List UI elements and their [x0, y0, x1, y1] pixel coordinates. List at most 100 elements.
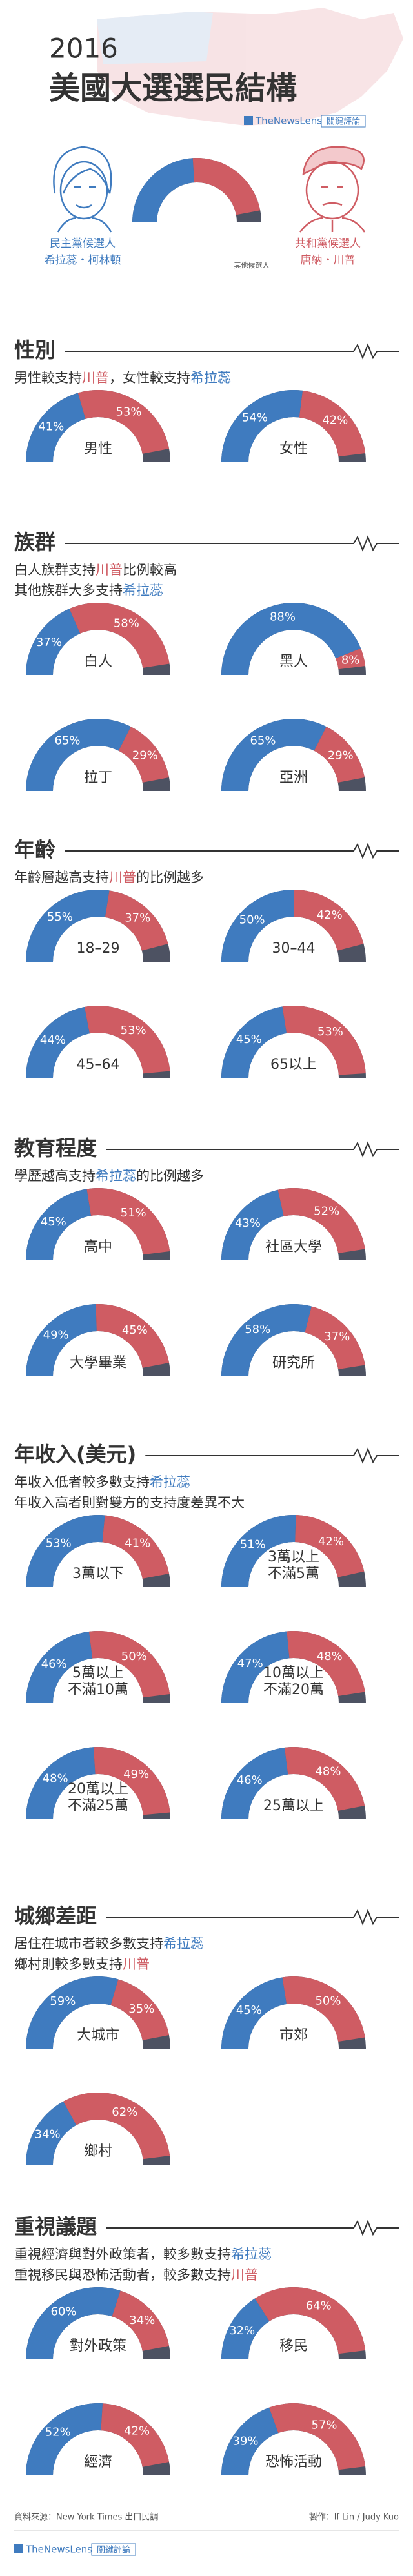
value-label: 41% — [38, 420, 64, 433]
value-label: 42% — [124, 2425, 150, 2438]
subtitle-line: 白人族群支持川普比例較高 — [14, 562, 177, 578]
value-label: 62% — [112, 2105, 137, 2119]
gauge-blue — [221, 1006, 287, 1078]
value-label: 53% — [116, 405, 142, 418]
section-zigzag — [353, 343, 399, 360]
subtitle-line: 男性較支持川普，女性較支持希拉蕊 — [14, 370, 231, 385]
gauge-blue — [221, 890, 294, 962]
value-label: 50% — [121, 1650, 147, 1663]
category-label: 黑人 — [279, 654, 308, 670]
gauge: 54% 42% 女性 — [221, 390, 366, 462]
value-label: 53% — [46, 1537, 72, 1550]
subtitle-text: 男性較支持 — [14, 370, 82, 385]
value-label: 34% — [35, 2128, 61, 2142]
gauge: 43% 52% 社區大學 — [221, 1188, 366, 1260]
gauge-blue — [221, 1515, 296, 1587]
value-label: 39% — [233, 2435, 259, 2448]
subtitle-highlight: 希拉蕊 — [163, 1936, 204, 1951]
value-label: 29% — [132, 748, 158, 762]
logo-box — [91, 2543, 136, 2556]
value-label: 43% — [235, 1216, 261, 1230]
value-label: 45% — [41, 1215, 66, 1229]
category-label: 大學畢業 — [70, 1355, 126, 1371]
gauge-red — [63, 2093, 170, 2160]
value-label: 65% — [54, 734, 80, 747]
gauge-blue — [221, 1747, 288, 1819]
logo-text-zh: 關鍵評論 — [97, 2545, 130, 2555]
gauge-red — [93, 1746, 170, 1815]
value-label: 54% — [242, 411, 268, 425]
value-label: 50% — [315, 1994, 341, 2007]
subtitle-text: 重視經濟與對外政策者，較多數支持 — [14, 2247, 231, 2262]
gauge-blue — [26, 1631, 93, 1703]
category-label: 研究所 — [272, 1355, 315, 1371]
gauge-blue — [221, 1189, 284, 1260]
value-label: 47% — [237, 1657, 263, 1670]
value-label: 48% — [315, 1764, 341, 1778]
gauge-red — [294, 890, 364, 951]
gauge-blue — [221, 1631, 290, 1703]
value-label: 48% — [317, 1650, 343, 1663]
candidate-name: 希拉蕊・柯林頓 — [45, 254, 121, 267]
category-label: 移民 — [279, 2338, 308, 2354]
logo-box — [321, 115, 366, 128]
subtitle-highlight: 希拉蕊 — [123, 583, 163, 598]
logo-text-zh: 關鍵評論 — [327, 117, 360, 127]
category-label: 拉丁 — [84, 770, 112, 786]
subtitle-line: 鄉村則較多數支持川普 — [14, 1956, 150, 1972]
value-label: 52% — [45, 2426, 71, 2439]
section-title: 重視議題 — [14, 2214, 97, 2239]
hair — [302, 146, 365, 176]
logo-text: TheNewsLens — [25, 2544, 92, 2555]
value-label: 41% — [125, 1537, 150, 1550]
category-label: 恐怖活動 — [265, 2454, 322, 2470]
subtitle-text: ，女性較支持 — [109, 370, 190, 385]
gauge-blue — [26, 719, 131, 791]
gauge-red — [69, 603, 170, 668]
section-title: 族群 — [14, 530, 55, 554]
category-label: 白人 — [84, 654, 112, 670]
credit: 製作：lf Lin / Judy Kuo — [309, 2513, 399, 2522]
subtitle-text: 白人族群支持 — [14, 562, 96, 578]
subtitle-text: 年收入高者則對雙方的支持度差異不大 — [14, 1495, 245, 1510]
logo-text: TheNewsLens — [255, 115, 322, 127]
section-title: 性別 — [14, 338, 55, 362]
value-label: 53% — [317, 1025, 343, 1039]
gauge-blue — [26, 393, 86, 462]
category-label: 3萬以下 — [72, 1566, 124, 1582]
gauge-red — [105, 890, 168, 951]
category-label: 經濟 — [84, 2454, 112, 2470]
gauge: 46% 48% 25萬以上 — [221, 1747, 366, 1819]
map-decoration — [97, 8, 403, 126]
subtitle-highlight: 川普 — [109, 870, 136, 885]
gauge-blue — [26, 2287, 121, 2359]
category-label: 5萬以上 — [72, 1665, 124, 1681]
value-label: 29% — [328, 748, 354, 762]
gauge-blue — [221, 1304, 312, 1376]
logo-icon — [14, 2544, 23, 2553]
gauge-red — [282, 1005, 366, 1075]
gauge-red — [85, 1006, 170, 1074]
value-label: 50% — [239, 913, 265, 927]
gauge-red — [77, 389, 170, 454]
value-label: 42% — [318, 1535, 344, 1548]
gauge-blue — [221, 2298, 270, 2359]
value-label: 60% — [51, 2305, 77, 2318]
value-label: 46% — [41, 1657, 67, 1671]
section-zigzag — [353, 535, 399, 552]
gauge-blue — [132, 158, 195, 222]
subtitle-highlight: 川普 — [82, 370, 109, 385]
value-label: 37% — [324, 1330, 350, 1343]
value-label: 32% — [229, 2324, 255, 2337]
category-label: 大城市 — [77, 2027, 119, 2044]
gauge: 65% 29% 亞洲 — [221, 719, 366, 791]
gauge: 55% 37% 18–29 — [26, 890, 170, 962]
category-label: 25萬以上 — [263, 1798, 324, 1814]
gauge-red — [86, 1187, 170, 1255]
section-zigzag — [353, 2220, 399, 2236]
value-label: 48% — [43, 1772, 68, 1786]
